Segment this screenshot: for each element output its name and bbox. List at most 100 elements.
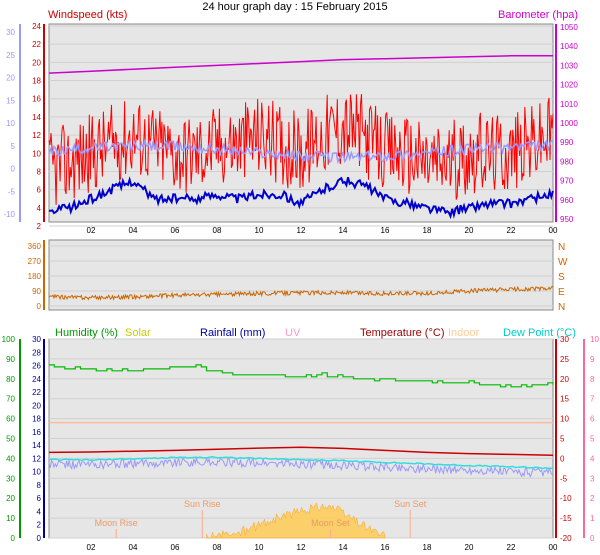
legend-item: Indoor (448, 327, 480, 339)
uv-axis: 0 1 2 3 4 5 6 7 8 9 10 (583, 335, 599, 543)
panel-wind-barometer: Windspeed (kts) Barometer (hpa) 24681012… (3, 9, 578, 235)
x-tick-label: 06 (171, 226, 180, 235)
outer-axis-tick-label: 15 (6, 96, 15, 105)
uv-tick-label: 4 (590, 454, 595, 463)
solar-area (206, 502, 386, 539)
direction-tick-label: 0 (37, 302, 42, 311)
x-tick-label: 08 (213, 543, 222, 552)
outer-axis-tick-label: 5 (11, 142, 16, 151)
direction-tick-label: 180 (28, 272, 42, 281)
x-tick-label: 00 (549, 543, 558, 552)
rainfall-tick-label: 4 (37, 507, 42, 516)
windspeed-tick-label: 12 (32, 131, 41, 140)
page-title: 24 hour graph day : 15 February 2015 (202, 1, 387, 13)
x-tick-label: 04 (129, 226, 138, 235)
rainfall-tick-label: 0 (37, 534, 42, 543)
barometer-tick-label: 990 (560, 138, 574, 147)
rainfall-tick-label: 8 (37, 481, 42, 490)
barometer-tick-label: 1030 (560, 61, 578, 70)
windspeed-tick-label: 14 (32, 113, 41, 122)
outer-left-axis: -10 -5 0 5 10 15 20 25 30 (3, 24, 21, 222)
humidity-tick-label: 90 (6, 355, 15, 364)
uv-tick-label: 0 (590, 534, 595, 543)
temperature-tick-label: 5 (560, 435, 565, 444)
temperature-tick-label: -15 (560, 514, 572, 523)
legend-item: Temperature (°C) (360, 327, 444, 339)
uv-tick-label: 6 (590, 415, 595, 424)
temperature-tick-label: 25 (560, 355, 569, 364)
legend-item: Dew Point (°C) (503, 327, 576, 339)
humidity-line (49, 364, 554, 388)
rainfall-tick-label: 28 (32, 348, 41, 357)
rainfall-tick-label: 20 (32, 401, 41, 410)
x-tick-label: 14 (339, 226, 348, 235)
barometer-tick-label: 960 (560, 196, 574, 205)
humidity-tick-label: 80 (6, 375, 15, 384)
uv-tick-label: 2 (590, 494, 595, 503)
panel1-x-axis: 02 04 06 08 10 12 14 16 18 20 22 00 (87, 226, 558, 235)
barometer-tick-label: 1000 (560, 119, 578, 128)
uv-tick-label: 8 (590, 375, 595, 384)
windchill-line (48, 456, 554, 478)
rainfall-tick-label: 2 (37, 521, 42, 530)
compass-label: E (558, 287, 565, 298)
uv-tick-label: 9 (590, 355, 595, 364)
panel3-series (48, 364, 554, 539)
windspeed-gust-line (48, 94, 554, 205)
outer-axis-tick-label: 20 (6, 74, 15, 83)
windspeed-tick-label: 8 (37, 167, 42, 176)
panel3-legend: Humidity (%) Solar Rainfall (mm) UV Temperat… (55, 327, 576, 339)
sun-set-label: Sun Set (394, 499, 427, 509)
windspeed-tick-label: 16 (32, 95, 41, 104)
barometer-tick-label: 1040 (560, 42, 578, 51)
outer-axis-tick-label: 30 (6, 28, 15, 37)
panel2-series (48, 285, 554, 301)
sun-rise-label: Sun Rise (184, 499, 221, 509)
x-tick-label: 08 (213, 226, 222, 235)
temperature-tick-label: -10 (560, 494, 572, 503)
windspeed-tick-label: 20 (32, 58, 41, 67)
x-tick-label: 18 (423, 226, 432, 235)
barometer-tick-label: 950 (560, 215, 574, 224)
x-tick-label: 20 (465, 543, 474, 552)
legend-item: Solar (125, 327, 151, 339)
panel3-annotations: Moon Rise Sun Rise Sun Set Moon Set (95, 499, 427, 538)
x-tick-label: 16 (381, 226, 390, 235)
panel1-series (48, 55, 554, 220)
outer-axis-tick-label: -5 (8, 187, 16, 196)
x-tick-label: 06 (171, 543, 180, 552)
barometer-label: Barometer (hpa) (498, 9, 578, 21)
rainfall-tick-label: 18 (32, 415, 41, 424)
barometer-tick-label: 1050 (560, 23, 578, 32)
uv-tick-label: 1 (590, 514, 595, 523)
rainfall-tick-label: 22 (32, 388, 41, 397)
dewpoint-line (48, 455, 554, 470)
temperature-tick-label: -20 (560, 534, 572, 543)
barometer-tick-label: 1010 (560, 100, 578, 109)
direction-tick-label: 360 (28, 242, 42, 251)
direction-tick-label: 270 (28, 257, 42, 266)
humidity-tick-label: 10 (6, 514, 15, 523)
uv-tick-label: 7 (590, 395, 595, 404)
humidity-tick-label: 50 (6, 435, 15, 444)
uv-tick-label: 10 (590, 335, 599, 344)
rainfall-tick-label: 10 (32, 468, 41, 477)
windspeed-tick-label: 10 (32, 149, 41, 158)
rainfall-tick-label: 30 (32, 335, 41, 344)
wind-direction-line (48, 285, 554, 301)
barometer-axis: 950 960 970 980 990 1000 1010 1020 1030 1040 1050 (555, 23, 578, 224)
barometer-tick-label: 1020 (560, 81, 578, 90)
rainfall-tick-label: 14 (32, 441, 41, 450)
rainfall-tick-label: 26 (32, 362, 41, 371)
x-tick-label: 12 (297, 226, 306, 235)
humidity-tick-label: 100 (2, 335, 16, 344)
temperature-line (48, 446, 554, 456)
x-tick-label: 02 (87, 543, 96, 552)
compass-label: N (558, 242, 565, 253)
x-tick-label: 00 (549, 226, 558, 235)
outer-axis-tick-label: 25 (6, 51, 15, 60)
windspeed-tick-label: 22 (32, 40, 41, 49)
